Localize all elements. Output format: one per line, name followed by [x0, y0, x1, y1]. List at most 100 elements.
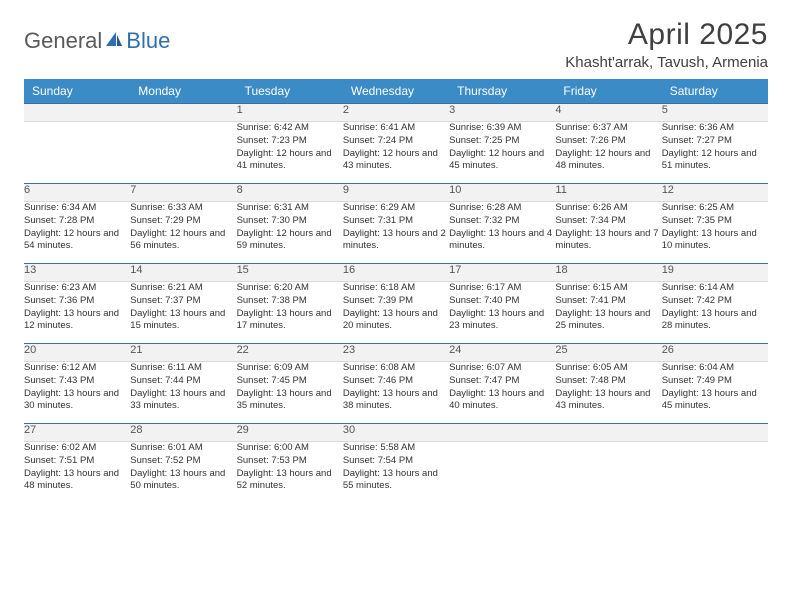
sunrise-text: Sunrise: 6:34 AM — [24, 202, 130, 215]
day-number-cell: 14 — [130, 264, 236, 282]
title-block: April 2025 Khasht'arrak, Tavush, Armenia — [565, 18, 768, 71]
daylight-text: Daylight: 13 hours and 38 minutes. — [343, 388, 449, 414]
daylight-text: Daylight: 13 hours and 35 minutes. — [237, 388, 343, 414]
day-number-cell: 4 — [555, 104, 661, 122]
day-number-cell — [449, 424, 555, 442]
weekday-header: Wednesday — [343, 79, 449, 104]
daylight-text: Daylight: 13 hours and 17 minutes. — [237, 308, 343, 334]
calendar-table: Sunday Monday Tuesday Wednesday Thursday… — [24, 79, 768, 504]
day-content-cell: Sunrise: 6:02 AMSunset: 7:51 PMDaylight:… — [24, 442, 130, 504]
day-content-row: Sunrise: 6:42 AMSunset: 7:23 PMDaylight:… — [24, 122, 768, 184]
day-content-cell: Sunrise: 6:11 AMSunset: 7:44 PMDaylight:… — [130, 362, 236, 424]
daylight-text: Daylight: 12 hours and 45 minutes. — [449, 148, 555, 174]
sunrise-text: Sunrise: 6:28 AM — [449, 202, 555, 215]
day-number-row: 13141516171819 — [24, 264, 768, 282]
sunset-text: Sunset: 7:53 PM — [237, 455, 343, 468]
sunset-text: Sunset: 7:38 PM — [237, 295, 343, 308]
sunrise-text: Sunrise: 6:37 AM — [555, 122, 661, 135]
sunrise-text: Sunrise: 6:25 AM — [662, 202, 768, 215]
day-number-cell: 25 — [555, 344, 661, 362]
day-number-row: 27282930 — [24, 424, 768, 442]
sunset-text: Sunset: 7:24 PM — [343, 135, 449, 148]
day-content-cell: Sunrise: 6:29 AMSunset: 7:31 PMDaylight:… — [343, 202, 449, 264]
sunset-text: Sunset: 7:52 PM — [130, 455, 236, 468]
day-content-row: Sunrise: 6:12 AMSunset: 7:43 PMDaylight:… — [24, 362, 768, 424]
sunrise-text: Sunrise: 6:29 AM — [343, 202, 449, 215]
header: General Blue April 2025 Khasht'arrak, Ta… — [24, 18, 768, 71]
day-content-cell: Sunrise: 6:42 AMSunset: 7:23 PMDaylight:… — [237, 122, 343, 184]
daylight-text: Daylight: 13 hours and 45 minutes. — [662, 388, 768, 414]
sunrise-text: Sunrise: 6:20 AM — [237, 282, 343, 295]
day-number-cell: 16 — [343, 264, 449, 282]
day-content-cell: Sunrise: 6:00 AMSunset: 7:53 PMDaylight:… — [237, 442, 343, 504]
day-content-cell: Sunrise: 6:31 AMSunset: 7:30 PMDaylight:… — [237, 202, 343, 264]
sunset-text: Sunset: 7:45 PM — [237, 375, 343, 388]
day-number-cell: 13 — [24, 264, 130, 282]
day-content-cell: Sunrise: 6:33 AMSunset: 7:29 PMDaylight:… — [130, 202, 236, 264]
day-number-cell: 10 — [449, 184, 555, 202]
day-content-cell: Sunrise: 6:26 AMSunset: 7:34 PMDaylight:… — [555, 202, 661, 264]
day-number-cell: 5 — [662, 104, 768, 122]
day-content-cell: Sunrise: 6:15 AMSunset: 7:41 PMDaylight:… — [555, 282, 661, 344]
day-number-cell: 29 — [237, 424, 343, 442]
day-number-cell: 30 — [343, 424, 449, 442]
sunrise-text: Sunrise: 6:36 AM — [662, 122, 768, 135]
daylight-text: Daylight: 13 hours and 55 minutes. — [343, 468, 449, 494]
day-number-cell: 17 — [449, 264, 555, 282]
day-content-cell: Sunrise: 6:41 AMSunset: 7:24 PMDaylight:… — [343, 122, 449, 184]
daylight-text: Daylight: 13 hours and 40 minutes. — [449, 388, 555, 414]
location-text: Khasht'arrak, Tavush, Armenia — [565, 54, 768, 71]
day-number-cell: 19 — [662, 264, 768, 282]
day-number-row: 6789101112 — [24, 184, 768, 202]
day-content-row: Sunrise: 6:34 AMSunset: 7:28 PMDaylight:… — [24, 202, 768, 264]
sunset-text: Sunset: 7:40 PM — [449, 295, 555, 308]
sunset-text: Sunset: 7:39 PM — [343, 295, 449, 308]
daylight-text: Daylight: 12 hours and 48 minutes. — [555, 148, 661, 174]
day-content-cell: Sunrise: 6:25 AMSunset: 7:35 PMDaylight:… — [662, 202, 768, 264]
weekday-header: Sunday — [24, 79, 130, 104]
day-content-row: Sunrise: 6:02 AMSunset: 7:51 PMDaylight:… — [24, 442, 768, 504]
sunrise-text: Sunrise: 6:11 AM — [130, 362, 236, 375]
day-number-cell: 6 — [24, 184, 130, 202]
sunrise-text: Sunrise: 6:15 AM — [555, 282, 661, 295]
daylight-text: Daylight: 13 hours and 12 minutes. — [24, 308, 130, 334]
sunrise-text: Sunrise: 6:42 AM — [237, 122, 343, 135]
day-content-cell: Sunrise: 6:01 AMSunset: 7:52 PMDaylight:… — [130, 442, 236, 504]
sunset-text: Sunset: 7:29 PM — [130, 215, 236, 228]
weekday-header: Friday — [555, 79, 661, 104]
daylight-text: Daylight: 13 hours and 43 minutes. — [555, 388, 661, 414]
daylight-text: Daylight: 12 hours and 59 minutes. — [237, 228, 343, 254]
weekday-header: Monday — [130, 79, 236, 104]
day-content-cell: Sunrise: 6:17 AMSunset: 7:40 PMDaylight:… — [449, 282, 555, 344]
day-number-cell: 12 — [662, 184, 768, 202]
day-content-cell: Sunrise: 6:12 AMSunset: 7:43 PMDaylight:… — [24, 362, 130, 424]
sunset-text: Sunset: 7:34 PM — [555, 215, 661, 228]
sunset-text: Sunset: 7:41 PM — [555, 295, 661, 308]
day-content-cell — [662, 442, 768, 504]
daylight-text: Daylight: 13 hours and 52 minutes. — [237, 468, 343, 494]
daylight-text: Daylight: 13 hours and 15 minutes. — [130, 308, 236, 334]
weekday-header-row: Sunday Monday Tuesday Wednesday Thursday… — [24, 79, 768, 104]
sunrise-text: Sunrise: 6:23 AM — [24, 282, 130, 295]
day-number-cell: 18 — [555, 264, 661, 282]
day-number-cell: 8 — [237, 184, 343, 202]
weekday-header: Thursday — [449, 79, 555, 104]
daylight-text: Daylight: 13 hours and 20 minutes. — [343, 308, 449, 334]
day-number-cell: 22 — [237, 344, 343, 362]
sail-icon — [104, 30, 124, 53]
daylight-text: Daylight: 13 hours and 2 minutes. — [343, 228, 449, 254]
day-number-cell: 26 — [662, 344, 768, 362]
sunrise-text: Sunrise: 6:31 AM — [237, 202, 343, 215]
sunrise-text: Sunrise: 6:17 AM — [449, 282, 555, 295]
page-title: April 2025 — [565, 18, 768, 52]
sunrise-text: Sunrise: 6:09 AM — [237, 362, 343, 375]
day-content-cell: Sunrise: 6:07 AMSunset: 7:47 PMDaylight:… — [449, 362, 555, 424]
daylight-text: Daylight: 13 hours and 10 minutes. — [662, 228, 768, 254]
day-content-cell: Sunrise: 6:39 AMSunset: 7:25 PMDaylight:… — [449, 122, 555, 184]
day-content-cell: Sunrise: 6:04 AMSunset: 7:49 PMDaylight:… — [662, 362, 768, 424]
sunset-text: Sunset: 7:54 PM — [343, 455, 449, 468]
day-number-cell: 28 — [130, 424, 236, 442]
day-number-cell: 23 — [343, 344, 449, 362]
daylight-text: Daylight: 13 hours and 7 minutes. — [555, 228, 661, 254]
sunset-text: Sunset: 7:44 PM — [130, 375, 236, 388]
